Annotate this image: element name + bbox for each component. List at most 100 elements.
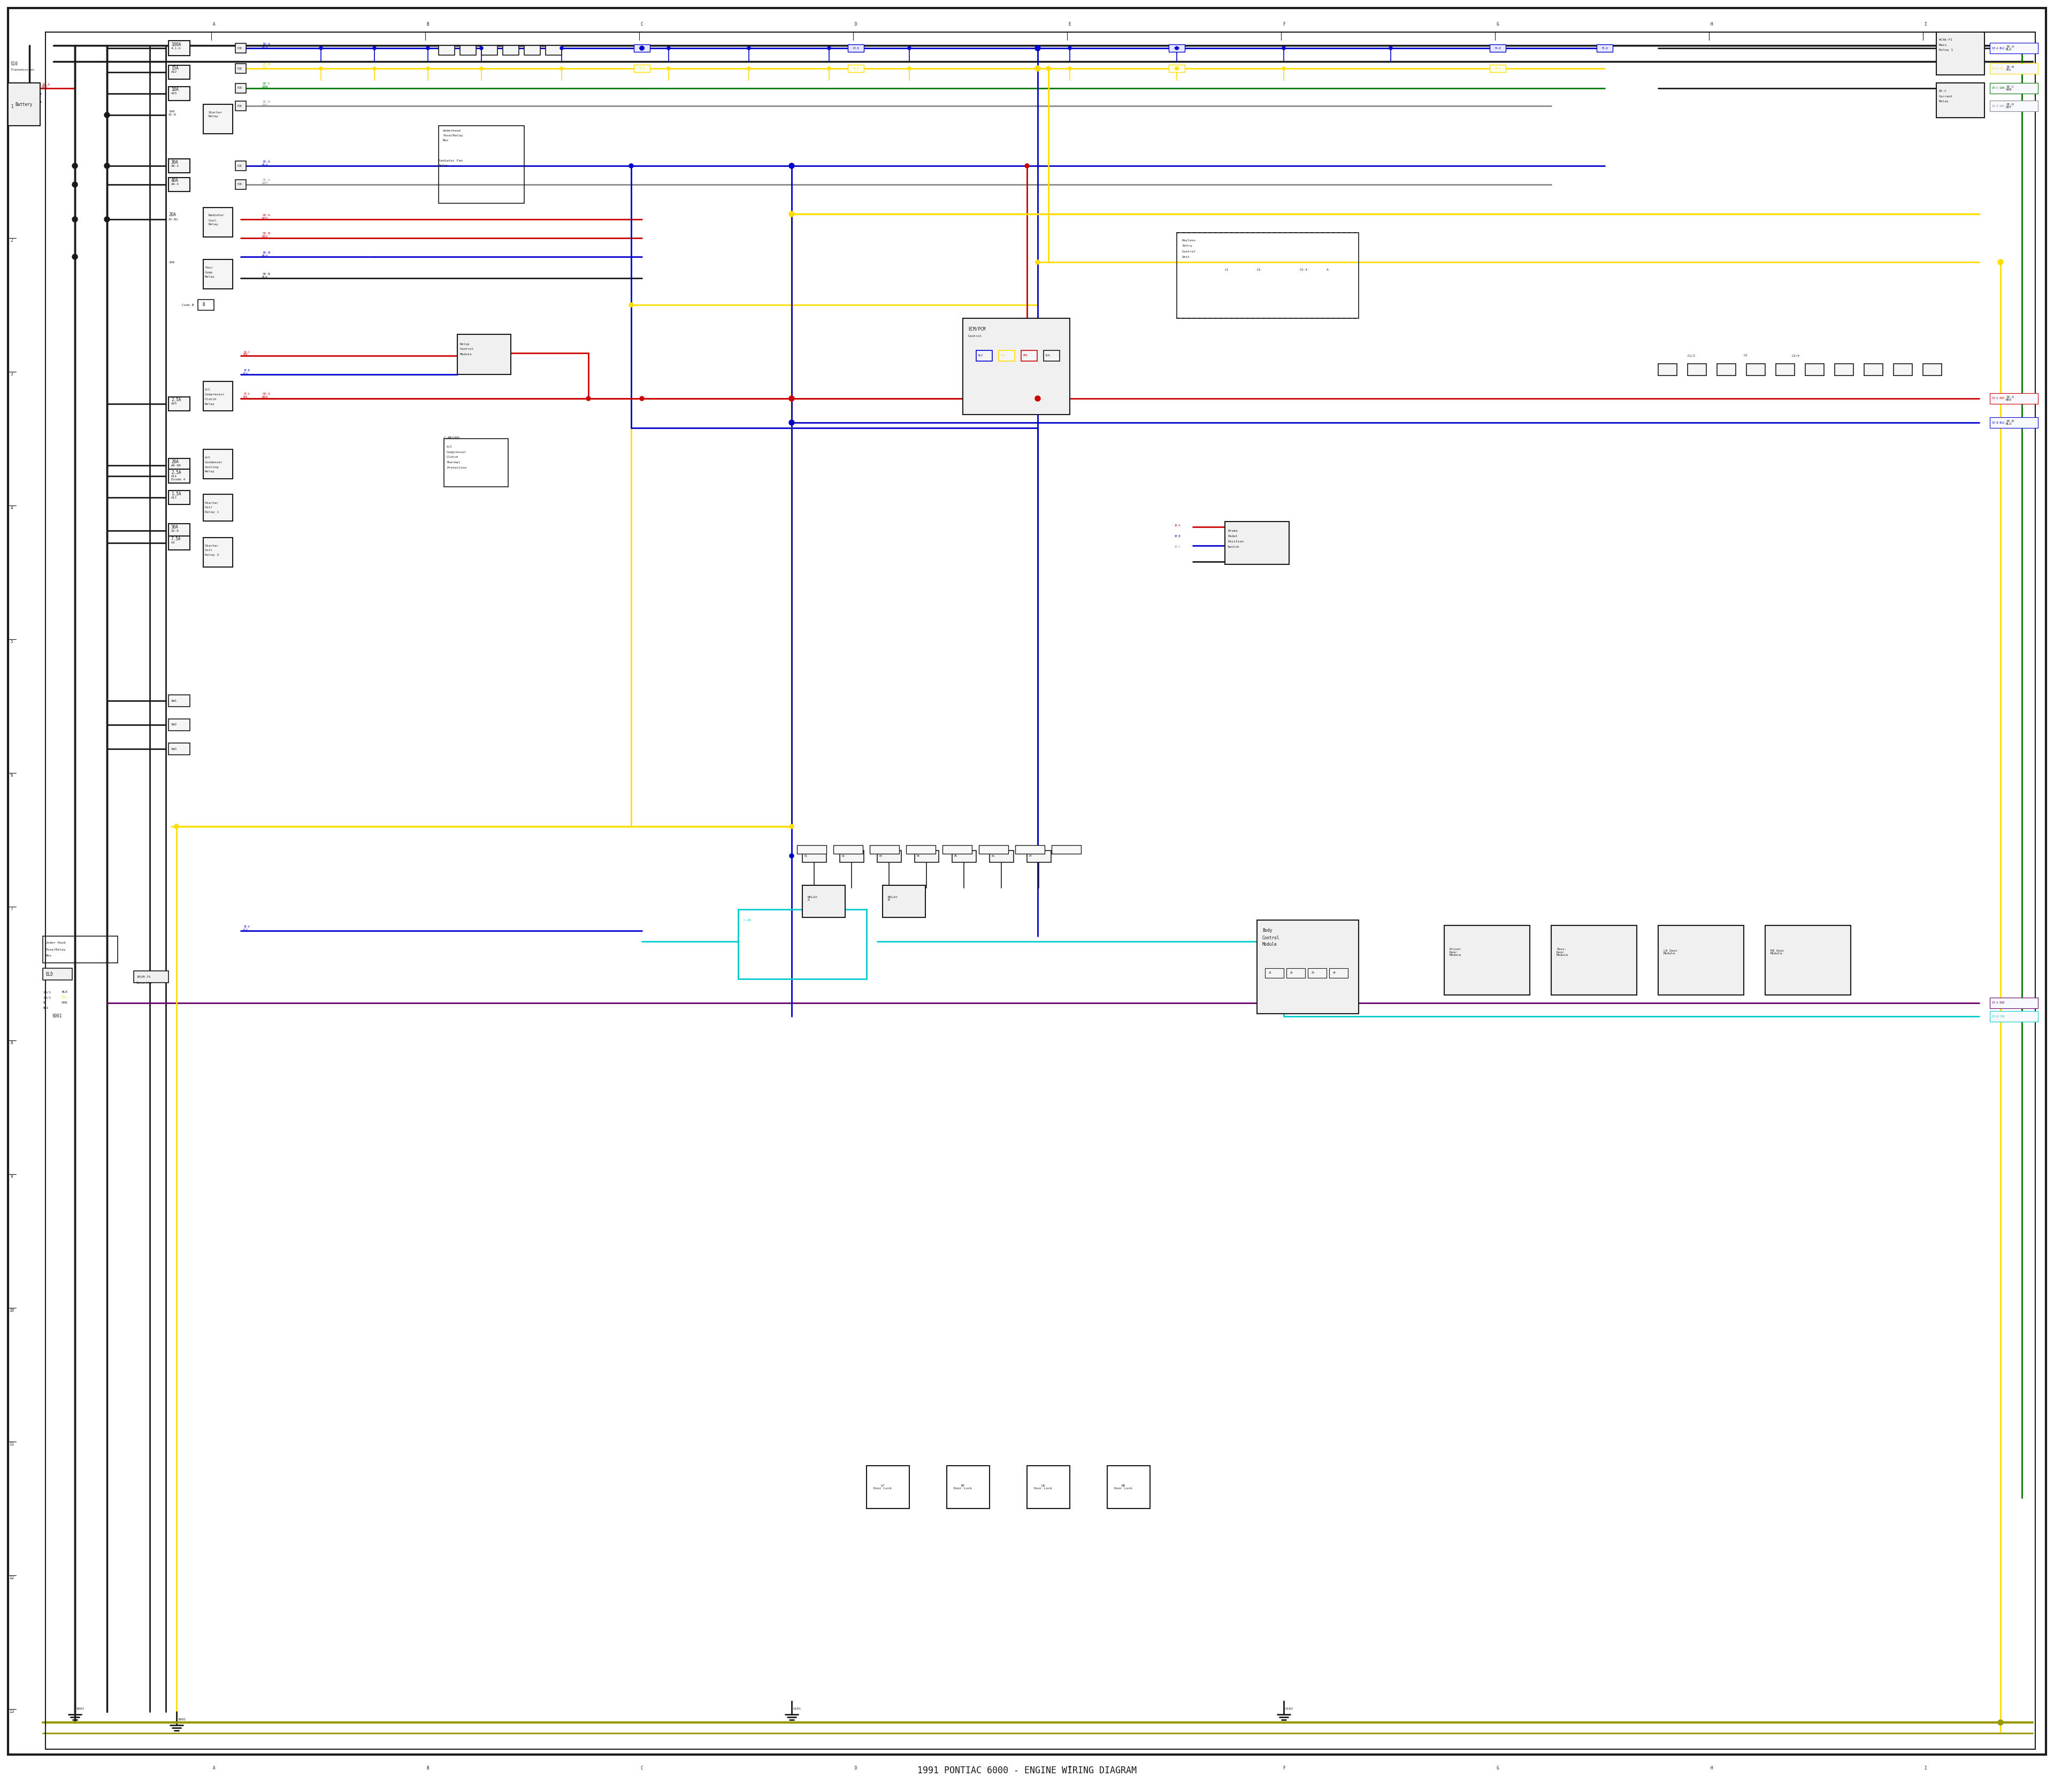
Text: D: D <box>854 1765 857 1770</box>
Text: Pedal: Pedal <box>1228 536 1239 538</box>
Text: F3-8: F3-8 <box>1173 66 1179 70</box>
Text: IE-A DKB: IE-A DKB <box>1992 1002 2005 1004</box>
Text: C2/4: C2/4 <box>1791 355 1799 357</box>
Text: Relay: Relay <box>440 165 448 167</box>
Text: Fuse/Relay: Fuse/Relay <box>444 134 462 138</box>
Circle shape <box>561 47 563 50</box>
Bar <box>168 177 189 192</box>
Circle shape <box>1035 45 1041 50</box>
Text: Compressor: Compressor <box>205 392 226 396</box>
Text: HCAK-F1: HCAK-F1 <box>1939 39 1953 41</box>
Text: Relay: Relay <box>210 224 218 226</box>
Bar <box>203 538 232 566</box>
Text: A17: A17 <box>170 496 177 498</box>
Text: IE-C GRN: IE-C GRN <box>1992 88 2005 90</box>
Text: RELAY
B: RELAY B <box>887 896 898 901</box>
Text: Compressor: Compressor <box>446 450 466 453</box>
Bar <box>440 45 454 56</box>
Bar <box>953 851 976 862</box>
Circle shape <box>789 396 793 401</box>
Bar <box>203 208 232 237</box>
Text: 2.5A: 2.5A <box>170 398 181 403</box>
Text: YEL: YEL <box>263 66 269 68</box>
Text: Coil: Coil <box>205 507 214 509</box>
Text: Body: Body <box>1263 928 1271 934</box>
Text: RR Door
Module: RR Door Module <box>1771 950 1785 955</box>
Bar <box>1990 63 2038 73</box>
Bar <box>1265 968 1284 978</box>
Text: Condenser: Condenser <box>205 461 224 464</box>
Text: Relay: Relay <box>210 115 218 118</box>
Text: CRN: CRN <box>62 1002 68 1004</box>
Text: A25: A25 <box>170 403 177 405</box>
Bar <box>1043 351 1060 360</box>
Bar <box>1937 82 1984 118</box>
Text: LR Door
Module: LR Door Module <box>1664 950 1678 955</box>
Bar <box>481 45 497 56</box>
Bar <box>1990 418 2038 428</box>
Text: G101: G101 <box>793 1708 801 1710</box>
Text: F4-8: F4-8 <box>1495 66 1501 70</box>
Text: 1: 1 <box>10 104 12 109</box>
Text: IE-B YEL: IE-B YEL <box>1992 66 2005 70</box>
Text: Fuse/Relay: Fuse/Relay <box>45 948 66 952</box>
Circle shape <box>1389 47 1393 50</box>
Text: RR
Door Lock: RR Door Lock <box>1113 1484 1132 1489</box>
Bar <box>803 851 826 862</box>
Text: Box: Box <box>45 955 51 957</box>
Bar <box>168 523 189 538</box>
Text: E: E <box>1068 1765 1070 1770</box>
Text: IE-D
GRY: IE-D GRY <box>2007 102 2013 109</box>
Text: IE-A: IE-A <box>263 159 271 163</box>
Circle shape <box>318 47 322 50</box>
Text: IPCM-75: IPCM-75 <box>136 977 150 978</box>
Bar <box>440 125 524 202</box>
Text: IE-B
BLU: IE-B BLU <box>2007 419 2013 425</box>
Text: P7: P7 <box>1029 855 1033 858</box>
Bar <box>1834 364 1853 376</box>
Bar <box>1027 1466 1070 1509</box>
Bar <box>1169 45 1185 52</box>
Text: Radiator Fan: Radiator Fan <box>440 159 462 161</box>
Text: RED: RED <box>242 396 249 400</box>
Bar <box>1990 998 2038 1009</box>
Circle shape <box>1175 66 1179 70</box>
Text: IE-B CYN: IE-B CYN <box>1992 1014 2005 1018</box>
Text: RED: RED <box>263 235 269 238</box>
Text: S002: S002 <box>179 1719 187 1720</box>
Text: IE-A: IE-A <box>263 179 271 181</box>
Circle shape <box>1035 260 1039 263</box>
Circle shape <box>748 47 750 50</box>
Text: I: I <box>1925 22 1927 27</box>
Text: A/C: A/C <box>205 455 212 459</box>
Text: 20A: 20A <box>170 459 179 464</box>
Text: 11: 11 <box>10 1443 14 1446</box>
Bar <box>236 100 246 111</box>
Bar <box>1990 392 2038 403</box>
Text: A22: A22 <box>170 72 177 73</box>
Text: GRY: GRY <box>263 104 269 106</box>
Bar <box>168 86 189 100</box>
Text: BLU: BLU <box>978 355 984 357</box>
Circle shape <box>1035 47 1039 50</box>
Bar <box>1021 351 1037 360</box>
Text: Diode 4: Diode 4 <box>170 478 185 482</box>
Text: IE-A: IE-A <box>1175 525 1181 527</box>
Text: IE-A: IE-A <box>242 392 249 396</box>
Circle shape <box>374 47 376 50</box>
Text: B: B <box>427 22 429 27</box>
Bar <box>1658 364 1676 376</box>
Text: IE-B
YEL: IE-B YEL <box>2007 66 2013 72</box>
Text: IE-C: IE-C <box>1175 547 1181 548</box>
Text: H: H <box>1711 1765 1713 1770</box>
Text: F28: F28 <box>236 165 242 167</box>
Text: 30A: 30A <box>170 525 179 529</box>
Text: A3: A3 <box>170 541 175 545</box>
Bar <box>906 846 935 853</box>
Text: BLK: BLK <box>62 991 68 993</box>
Text: IE-A BLU: IE-A BLU <box>1992 47 2005 50</box>
Circle shape <box>105 217 109 222</box>
Text: 3C: 3C <box>43 1002 47 1004</box>
Circle shape <box>1068 66 1072 70</box>
Text: G: G <box>1497 1765 1499 1770</box>
